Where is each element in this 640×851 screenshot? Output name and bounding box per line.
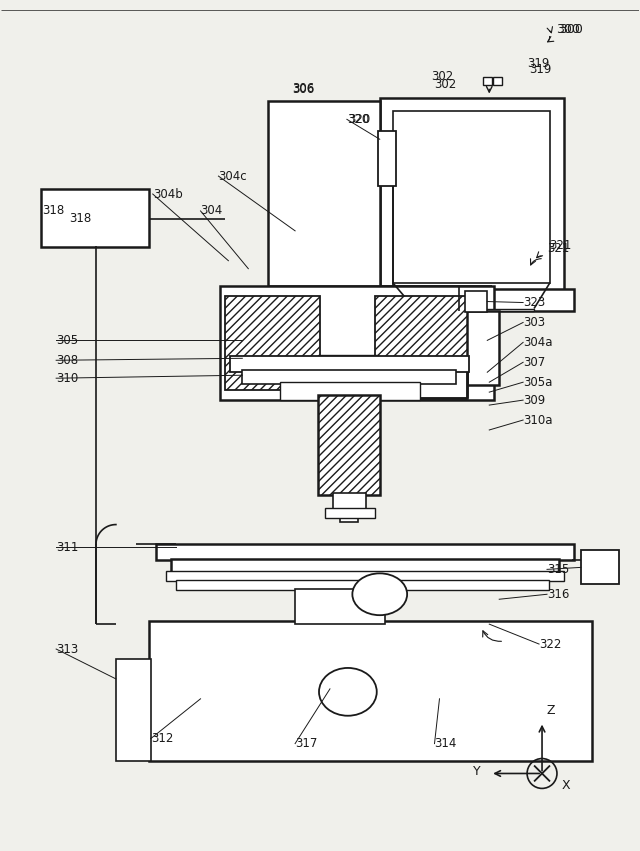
Bar [378,131,396,186]
Text: 320: 320 [348,113,370,126]
Text: 304b: 304b [153,187,182,201]
Text: 315: 315 [547,563,569,576]
Bar [166,571,564,581]
Bar [581,551,619,585]
Bar [325,508,375,517]
Text: X: X [562,779,571,792]
Bar [225,295,320,390]
Text: 307: 307 [523,356,545,368]
Text: 309: 309 [523,394,545,407]
Text: 306: 306 [292,83,314,96]
Text: 302: 302 [431,70,454,83]
Text: 312: 312 [151,732,173,745]
Text: 305: 305 [56,334,78,347]
Bar [243,370,456,384]
Bar [148,621,592,761]
Bar [175,580,549,591]
Ellipse shape [319,668,377,716]
Text: 322: 322 [539,637,561,650]
Bar [171,559,559,574]
Bar [465,290,487,312]
Ellipse shape [353,574,407,615]
Bar [268,101,380,286]
Bar [116,659,151,761]
Bar [318,395,380,494]
Text: 305a: 305a [523,375,552,389]
Bar [340,510,358,522]
Bar [370,288,574,311]
Bar [483,77,492,85]
Text: Y: Y [473,765,480,778]
Text: Z: Z [546,704,554,717]
Text: 303: 303 [523,316,545,329]
Text: 306: 306 [292,82,314,95]
Bar [338,370,467,398]
Bar [220,286,494,400]
Text: 300: 300 [556,23,580,37]
Bar [230,357,469,372]
Text: 319: 319 [527,57,550,70]
Bar [156,545,574,561]
Text: 321: 321 [547,243,570,255]
Text: 323: 323 [523,296,545,309]
Text: 314: 314 [435,737,457,750]
Bar [415,309,534,311]
Bar [493,77,502,85]
Bar [380,99,564,293]
Text: 310: 310 [56,372,79,385]
Text: 318: 318 [42,204,65,218]
Text: 304a: 304a [523,336,552,349]
Bar [467,311,499,386]
Bar [393,111,550,283]
Text: 304: 304 [200,204,223,218]
Text: 313: 313 [56,643,79,655]
Text: 308: 308 [56,354,78,367]
Text: 317: 317 [295,737,317,750]
Text: 302: 302 [435,78,457,91]
Bar [41,189,148,247]
Bar [280,382,420,400]
Bar [333,493,366,511]
Bar [320,357,376,398]
Text: 321: 321 [549,239,572,252]
Text: 311: 311 [56,541,79,554]
Bar [295,589,385,624]
Bar [375,295,469,370]
Text: 300: 300 [559,23,583,37]
Bar [318,356,378,400]
Text: 310a: 310a [523,414,552,426]
Text: 318: 318 [69,213,92,226]
Text: 304c: 304c [218,169,247,183]
Text: 320: 320 [347,113,369,126]
Text: 319: 319 [529,63,552,76]
Text: 316: 316 [547,588,570,601]
